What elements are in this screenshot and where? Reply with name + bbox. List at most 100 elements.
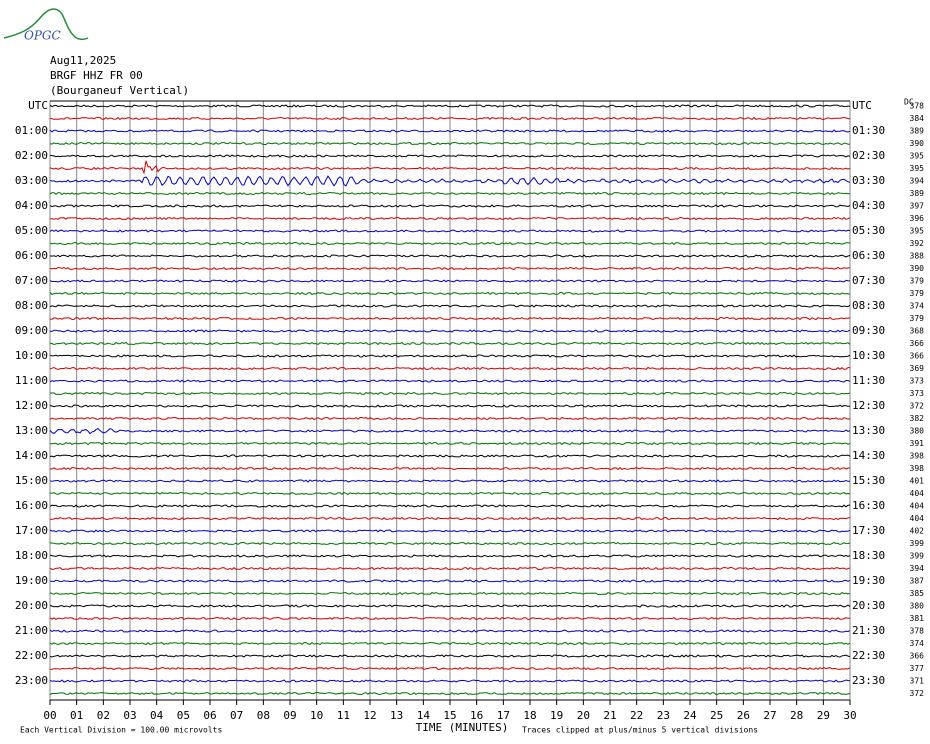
- offset-label: 392: [910, 239, 925, 248]
- trace: [49, 529, 851, 533]
- trace: [49, 304, 851, 308]
- x-tick-label: 17: [497, 709, 510, 722]
- offset-label: 368: [910, 327, 925, 336]
- trace: [49, 479, 851, 483]
- offset-label: 384: [910, 114, 925, 123]
- left-time-label: 23:00: [15, 674, 48, 687]
- offset-label: 390: [910, 139, 925, 148]
- left-time-label: 18:00: [15, 549, 48, 562]
- right-time-label: 21:30: [852, 624, 885, 637]
- x-tick-label: 22: [630, 709, 643, 722]
- right-time-label: UTC: [852, 99, 872, 112]
- offset-label: 378: [910, 627, 925, 636]
- x-tick-label: 12: [363, 709, 376, 722]
- left-time-label: 14:00: [15, 449, 48, 462]
- right-time-label: 07:30: [852, 274, 885, 287]
- trace: [50, 579, 851, 583]
- right-time-label: 10:30: [852, 349, 885, 362]
- right-time-label: 18:30: [852, 549, 885, 562]
- x-axis-title: TIME (MINUTES): [416, 721, 509, 734]
- trace: [49, 379, 851, 383]
- offset-label: 379: [910, 314, 925, 323]
- offset-label: 395: [910, 152, 925, 161]
- offset-label: 379: [910, 277, 925, 286]
- right-time-label: 11:30: [852, 374, 885, 387]
- left-time-label: 10:00: [15, 349, 48, 362]
- left-time-label: UTC: [28, 99, 48, 112]
- trace: [49, 654, 851, 658]
- right-time-label: 01:30: [852, 124, 885, 137]
- offset-label: 373: [910, 389, 925, 398]
- x-tick-label: 21: [603, 709, 616, 722]
- offset-label: 394: [910, 564, 925, 573]
- offset-label: 390: [910, 264, 925, 273]
- left-time-label: 20:00: [15, 599, 48, 612]
- right-time-label: 16:30: [852, 499, 885, 512]
- x-tick-label: 03: [123, 709, 136, 722]
- offset-label: 385: [910, 589, 925, 598]
- offset-label: 366: [910, 652, 925, 661]
- x-tick-label: 24: [683, 709, 697, 722]
- left-time-label: 04:00: [15, 199, 48, 212]
- x-tick-label: 30: [843, 709, 856, 722]
- trace: [49, 604, 851, 608]
- left-time-label: 13:00: [15, 424, 48, 437]
- left-time-label: 08:00: [15, 299, 48, 312]
- dc-label: DC: [904, 98, 914, 107]
- x-tick-label: 25: [710, 709, 723, 722]
- x-tick-label: 27: [763, 709, 776, 722]
- offset-label: 382: [910, 414, 925, 423]
- x-tick-label: 01: [70, 709, 83, 722]
- offset-label: 389: [910, 127, 925, 136]
- right-time-label: 23:30: [852, 674, 885, 687]
- trace: [49, 329, 851, 333]
- x-tick-label: 26: [737, 709, 750, 722]
- right-time-label: 06:30: [852, 249, 885, 262]
- x-tick-label: 05: [177, 709, 190, 722]
- offset-label: 366: [910, 352, 925, 361]
- right-time-label: 02:30: [852, 149, 885, 162]
- trace: [49, 679, 851, 683]
- offset-label: 404: [910, 489, 925, 498]
- offset-label: 380: [910, 602, 925, 611]
- offset-label: 387: [910, 577, 925, 586]
- left-time-label: 17:00: [15, 524, 48, 537]
- trace: [49, 175, 851, 187]
- trace: [49, 154, 851, 158]
- trace: [49, 554, 851, 558]
- right-time-label: 17:30: [852, 524, 885, 537]
- offset-label: 398: [910, 452, 925, 461]
- trace: [49, 541, 851, 546]
- x-tick-label: 28: [790, 709, 803, 722]
- left-time-label: 16:00: [15, 499, 48, 512]
- trace: [50, 441, 851, 446]
- note: Each Vertical Division = 100.00 microvol…: [20, 726, 222, 735]
- trace: [49, 616, 850, 621]
- trace: [49, 516, 851, 521]
- trace: [49, 104, 851, 108]
- x-tick-label: 13: [390, 709, 403, 722]
- left-time-label: 05:00: [15, 224, 48, 237]
- x-tick-label: 11: [337, 709, 350, 722]
- left-time-label: 19:00: [15, 574, 48, 587]
- trace: [49, 254, 851, 258]
- offset-label: 404: [910, 502, 925, 511]
- trace: [49, 216, 851, 221]
- left-time-label: 09:00: [15, 324, 48, 337]
- offset-label: 399: [910, 539, 925, 548]
- trace: [49, 666, 851, 671]
- left-time-label: 01:00: [15, 124, 48, 137]
- offset-label: 380: [910, 427, 925, 436]
- offset-label: 379: [910, 289, 925, 298]
- offset-label: 377: [910, 664, 925, 673]
- offset-label: 373: [910, 377, 925, 386]
- right-time-label: 08:30: [852, 299, 885, 312]
- trace: [49, 566, 851, 571]
- trace: [49, 691, 851, 696]
- x-tick-label: 02: [97, 709, 110, 722]
- x-tick-label: 08: [257, 709, 270, 722]
- x-tick-label: 18: [523, 709, 536, 722]
- trace: [49, 454, 851, 458]
- offset-label: 374: [910, 302, 925, 311]
